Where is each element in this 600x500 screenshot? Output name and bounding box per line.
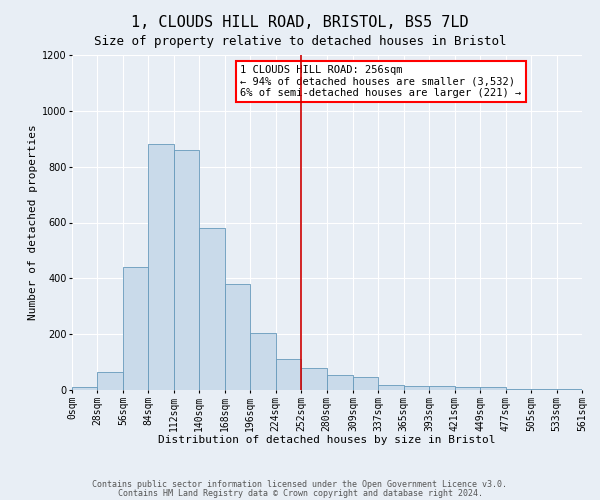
Bar — [123, 267, 148, 390]
Bar — [455, 387, 480, 390]
Bar — [275, 360, 301, 390]
Text: 1, CLOUDS HILL ROAD, BRISTOL, BS5 7LD: 1, CLOUDS HILL ROAD, BRISTOL, BS5 7LD — [131, 15, 469, 30]
Bar — [506, 388, 531, 390]
Bar — [148, 144, 174, 390]
Bar — [301, 368, 326, 390]
Text: Contains HM Land Registry data © Crown copyright and database right 2024.: Contains HM Land Registry data © Crown c… — [118, 488, 482, 498]
Text: Size of property relative to detached houses in Bristol: Size of property relative to detached ho… — [94, 35, 506, 48]
Y-axis label: Number of detached properties: Number of detached properties — [28, 124, 38, 320]
Bar — [404, 386, 429, 390]
Bar — [250, 333, 275, 390]
Bar — [480, 387, 506, 390]
Bar — [326, 374, 353, 390]
Bar — [199, 228, 225, 390]
Bar — [531, 388, 557, 390]
Text: Contains public sector information licensed under the Open Government Licence v3: Contains public sector information licen… — [92, 480, 508, 489]
Text: 1 CLOUDS HILL ROAD: 256sqm
← 94% of detached houses are smaller (3,532)
6% of se: 1 CLOUDS HILL ROAD: 256sqm ← 94% of deta… — [240, 65, 521, 98]
Bar — [353, 378, 379, 390]
Bar — [225, 284, 250, 390]
Bar — [72, 387, 97, 390]
Bar — [379, 385, 404, 390]
Bar — [429, 386, 455, 390]
X-axis label: Distribution of detached houses by size in Bristol: Distribution of detached houses by size … — [158, 435, 496, 445]
Bar — [174, 150, 199, 390]
Bar — [97, 372, 123, 390]
Bar — [557, 388, 582, 390]
